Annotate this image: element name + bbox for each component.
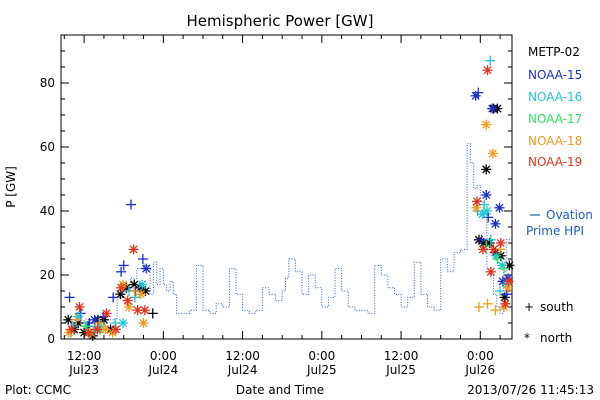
point-metp-02-south xyxy=(147,308,158,319)
point-noaa-19-north xyxy=(66,324,77,335)
point-noaa-19-north xyxy=(495,238,506,248)
x-tick-label-time: 12:00 xyxy=(384,349,419,363)
point-metp-02-north xyxy=(481,164,492,175)
chart-title: Hemispheric Power [GW] xyxy=(187,12,374,30)
point-noaa-19-north xyxy=(92,324,103,335)
point-noaa-16-south xyxy=(485,234,496,245)
legend-entry-noaa-17: NOAA-17 xyxy=(528,112,582,126)
x-tick-label-date: Jul26 xyxy=(464,363,495,377)
x-tick-label-time: 0:00 xyxy=(467,349,494,363)
legend-entry-noaa-19: NOAA-19 xyxy=(528,155,582,169)
legend-entry-noaa-18: NOAA-18 xyxy=(528,134,582,148)
point-noaa-19-north xyxy=(110,324,121,335)
point-noaa-19-north xyxy=(122,295,133,306)
y-tick-label: 60 xyxy=(40,140,55,154)
point-noaa-15-south xyxy=(116,266,127,277)
legend-north-symbol: * xyxy=(524,331,530,345)
point-noaa-17-south xyxy=(492,254,503,264)
legend-south-label: south xyxy=(540,300,574,314)
legend-south-symbol: + xyxy=(524,300,534,314)
y-axis-label: P [GW] xyxy=(4,166,18,208)
x-tick-label-time: 0:00 xyxy=(308,349,335,363)
point-noaa-15-south xyxy=(64,292,75,303)
legend-north-label: north xyxy=(540,331,572,345)
x-tick-label-time: 12:00 xyxy=(225,349,260,363)
point-noaa-15-north xyxy=(141,263,152,274)
x-tick-label-date: Jul23 xyxy=(68,363,99,377)
legend-ovation-line1: Ovation xyxy=(546,208,593,222)
point-noaa-18-south xyxy=(473,302,484,312)
point-noaa-18-south xyxy=(94,318,105,328)
point-metp-02-north xyxy=(115,289,126,300)
point-noaa-18-south xyxy=(482,298,493,309)
point-noaa-19-north xyxy=(116,282,127,293)
point-noaa-15-south xyxy=(125,199,136,210)
point-noaa-16-south xyxy=(485,55,496,66)
plot-timestamp: 2013/07/26 11:45:13 xyxy=(467,383,594,397)
x-tick-label-date: Jul25 xyxy=(306,363,337,377)
y-tick-label: 20 xyxy=(40,268,55,282)
point-noaa-16-north xyxy=(481,206,492,216)
x-tick-label-date: Jul24 xyxy=(227,363,258,377)
point-noaa-15-south xyxy=(137,254,148,264)
legend-entry-noaa-16: NOAA-16 xyxy=(528,90,582,104)
point-noaa-15-south xyxy=(108,292,119,303)
point-noaa-15-south xyxy=(473,87,484,98)
x-tick-label-date: Jul25 xyxy=(385,363,416,377)
point-noaa-19-north xyxy=(500,298,511,309)
legend: METP-02 NOAA-15 NOAA-16 NOAA-17 NOAA-18 … xyxy=(524,45,593,345)
point-noaa-19-north xyxy=(83,327,94,338)
point-noaa-19-north xyxy=(477,244,488,255)
satellite-points xyxy=(63,55,515,341)
point-noaa-15-south xyxy=(501,289,512,300)
point-noaa-16-north xyxy=(137,279,148,290)
point-noaa-19-north xyxy=(485,266,496,277)
point-noaa-19-north xyxy=(472,196,483,207)
point-noaa-15-south xyxy=(118,260,129,271)
x-axis-label: Date and Time xyxy=(236,383,324,397)
point-noaa-18-north xyxy=(481,119,492,130)
point-noaa-19-north xyxy=(488,244,499,255)
point-noaa-15-south xyxy=(476,234,487,245)
point-noaa-15-north xyxy=(89,314,100,325)
point-noaa-15-north xyxy=(481,190,492,200)
ovation-step-line xyxy=(64,143,512,327)
x-axis-ticks: 12:00Jul230:00Jul2412:00Jul240:00Jul2512… xyxy=(63,35,501,377)
point-noaa-17-south xyxy=(499,263,510,274)
point-noaa-18-north xyxy=(487,148,498,159)
legend-entry-metp-02: METP-02 xyxy=(528,45,580,59)
x-tick-label-date: Jul24 xyxy=(147,363,178,377)
legend-entry-noaa-15: NOAA-15 xyxy=(528,68,582,82)
point-noaa-16-north xyxy=(477,209,488,220)
point-noaa-18-south xyxy=(490,305,501,316)
x-tick-label-time: 0:00 xyxy=(150,349,177,363)
y-tick-label: 80 xyxy=(40,76,55,90)
plot-frame xyxy=(60,34,513,340)
y-tick-label: 40 xyxy=(40,204,55,218)
point-noaa-18-north xyxy=(135,289,146,300)
point-noaa-18-north xyxy=(124,302,135,312)
point-noaa-18-north xyxy=(138,318,149,328)
point-noaa-19-north xyxy=(101,308,112,319)
point-noaa-18-north xyxy=(503,282,514,293)
legend-ovation-line2: Prime HPI xyxy=(526,224,584,238)
point-noaa-16-north xyxy=(118,318,129,328)
point-noaa-19-north xyxy=(139,305,150,316)
y-tick-label: 0 xyxy=(47,332,55,346)
point-noaa-18-south xyxy=(71,314,82,325)
point-noaa-15-north xyxy=(487,103,498,114)
point-noaa-16-south xyxy=(495,286,506,296)
point-noaa-19-north xyxy=(74,302,85,312)
point-noaa-15-north xyxy=(494,202,505,213)
ovation-prime-hpi-line xyxy=(64,143,512,327)
point-noaa-19-north xyxy=(128,244,139,255)
point-noaa-19-north xyxy=(482,65,493,76)
plot-credit: Plot: CCMC xyxy=(5,383,71,397)
point-noaa-19-north xyxy=(503,276,514,287)
point-noaa-15-north xyxy=(490,218,501,229)
point-noaa-18-north xyxy=(471,202,482,213)
x-tick-label-time: 12:00 xyxy=(67,349,102,363)
